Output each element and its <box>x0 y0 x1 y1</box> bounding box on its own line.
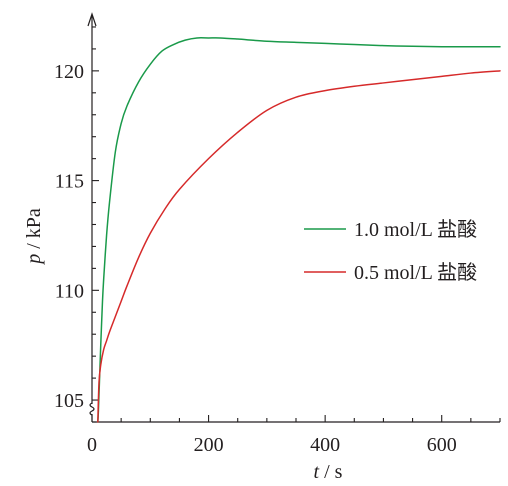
y-axis-title: p / kPa <box>23 208 45 266</box>
series-line-2 <box>98 71 500 422</box>
x-tick-label: 200 <box>194 434 224 456</box>
y-axis-break-mark <box>90 403 94 415</box>
x-tick-label: 600 <box>427 434 457 456</box>
legend-label-1: 1.0 mol/L 盐酸 <box>354 218 477 241</box>
x-tick-label: 400 <box>310 434 340 456</box>
x-axis-title: t / s <box>314 461 343 483</box>
x-tick-label: 0 <box>87 434 97 456</box>
legend: 1.0 mol/L 盐酸 0.5 mol/L 盐酸 <box>304 218 477 284</box>
y-tick-label: 105 <box>54 390 84 412</box>
y-tick-label: 110 <box>55 280 84 302</box>
tick-labels: 0 200 400 600 105 110 115 120 <box>54 61 457 456</box>
y-tick-label: 120 <box>54 61 84 83</box>
y-tick-label: 115 <box>55 171 84 193</box>
axes <box>88 14 500 422</box>
legend-label-2: 0.5 mol/L 盐酸 <box>354 261 477 284</box>
